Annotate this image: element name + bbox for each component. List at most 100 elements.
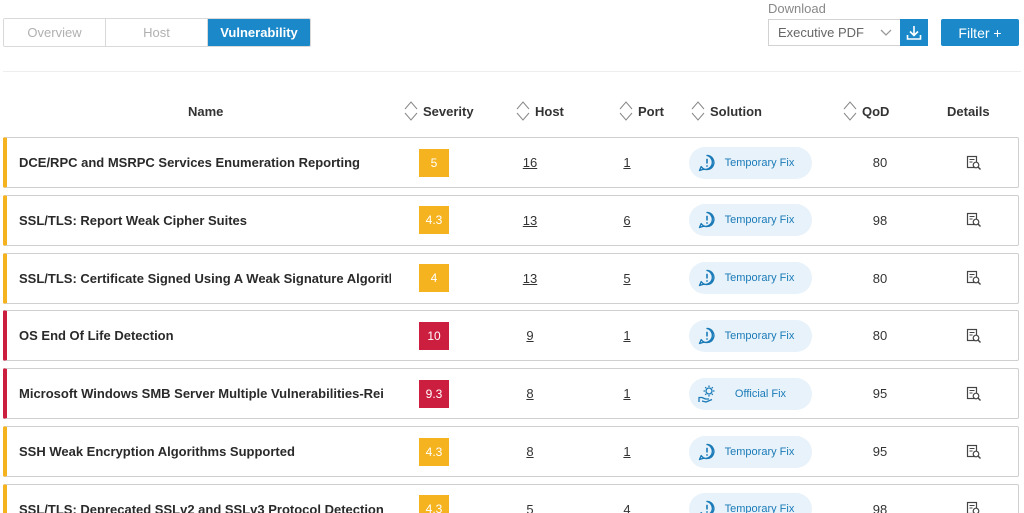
vulnerability-name[interactable]: OS End Of Life Detection	[19, 328, 174, 344]
download-button[interactable]	[900, 19, 928, 46]
qod-value: 98	[872, 212, 888, 228]
table-row[interactable]: SSH Weak Encryption Algorithms Supported…	[3, 426, 1019, 477]
host-count-link[interactable]: 13	[522, 270, 538, 286]
speech-bubble-icon	[697, 326, 717, 346]
solution-cell: Temporary Fix	[689, 254, 812, 303]
column-label: Solution	[710, 103, 762, 119]
column-header-port[interactable]: Port	[619, 98, 664, 124]
port-count-link[interactable]: 4	[623, 501, 631, 513]
port-count-link[interactable]: 1	[623, 155, 631, 170]
table-header: Name Severity Host Port Solution QoD Det…	[0, 98, 1024, 124]
solution-pill[interactable]: Temporary Fix	[689, 204, 812, 237]
solution-pill[interactable]: Temporary Fix	[689, 319, 812, 352]
details-icon	[966, 444, 981, 459]
severity-badge: 4.3	[419, 437, 449, 466]
severity-badge: 4	[419, 264, 449, 293]
vulnerability-name[interactable]: DCE/RPC and MSRPC Services Enumeration R…	[19, 155, 360, 170]
solution-label: Temporary Fix	[724, 156, 795, 169]
port-count-link[interactable]: 1	[623, 444, 631, 459]
port-count-link[interactable]: 5	[623, 270, 631, 286]
tab-vulnerability[interactable]: Vulnerability	[208, 19, 310, 46]
filter-button[interactable]: Filter +	[941, 19, 1019, 46]
solution-label: Temporary Fix	[724, 329, 795, 342]
vulnerability-name[interactable]: Microsoft Windows SMB Server Multiple Vu…	[19, 386, 384, 402]
severity-cell: 10	[419, 311, 449, 360]
vulnerability-name[interactable]: SSL/TLS: Report Weak Cipher Suites	[19, 212, 248, 228]
details-button[interactable]	[964, 196, 984, 245]
column-header-host[interactable]: Host	[516, 98, 564, 124]
solution-pill[interactable]: Temporary Fix	[689, 146, 812, 179]
table-row[interactable]: OS End Of Life Detection 10 9 1 Temporar…	[3, 310, 1019, 362]
solution-label: Temporary Fix	[724, 214, 795, 227]
solution-label: Temporary Fix	[724, 272, 795, 285]
column-label: Severity	[423, 103, 474, 119]
table-row[interactable]: SSL/TLS: Deprecated SSLv2 and SSLv3 Prot…	[3, 483, 1019, 513]
speech-bubble-icon	[697, 499, 717, 513]
view-tabs: Overview Host Vulnerability	[3, 18, 311, 47]
host-count-link[interactable]: 16	[522, 155, 538, 170]
qod-value: 80	[872, 270, 888, 286]
port-count-link[interactable]: 6	[623, 212, 631, 228]
sort-icon	[691, 101, 705, 121]
table-row[interactable]: SSL/TLS: Report Weak Cipher Suites 4.3 1…	[3, 194, 1019, 246]
solution-cell: Temporary Fix	[689, 196, 812, 245]
speech-bubble-icon	[697, 268, 717, 288]
host-count-link[interactable]: 8	[526, 444, 534, 459]
details-icon	[966, 155, 981, 170]
solution-label: Official Fix	[734, 387, 787, 400]
vulnerability-name[interactable]: SSL/TLS: Deprecated SSLv2 and SSLv3 Prot…	[19, 501, 384, 513]
details-button[interactable]	[964, 254, 984, 303]
tab-host[interactable]: Host	[106, 19, 208, 46]
column-header-details: Details	[947, 98, 990, 124]
solution-cell: Official Fix	[689, 369, 812, 418]
column-header-qod[interactable]: QoD	[843, 98, 889, 124]
details-icon	[966, 270, 981, 286]
details-button[interactable]	[964, 427, 984, 476]
solution-pill[interactable]: Temporary Fix	[689, 262, 812, 295]
table-row[interactable]: Microsoft Windows SMB Server Multiple Vu…	[3, 368, 1019, 420]
host-count-link[interactable]: 8	[526, 386, 534, 402]
host-count-link[interactable]: 9	[526, 328, 534, 344]
download-icon	[906, 25, 922, 40]
vulnerability-name[interactable]: SSL/TLS: Certificate Signed Using A Weak…	[19, 270, 391, 286]
qod-value: 98	[872, 501, 888, 513]
table-row[interactable]: DCE/RPC and MSRPC Services Enumeration R…	[3, 137, 1019, 188]
port-count-link[interactable]: 1	[623, 386, 631, 402]
details-button[interactable]	[964, 369, 984, 418]
column-header-name[interactable]: Name	[188, 98, 223, 124]
column-label: Details	[947, 103, 990, 119]
vulnerability-name[interactable]: SSH Weak Encryption Algorithms Supported	[19, 444, 295, 459]
qod-value: 80	[872, 155, 888, 170]
speech-bubble-icon	[697, 442, 717, 462]
severity-cell: 4.3	[419, 196, 449, 245]
download-label: Download	[768, 1, 826, 16]
sort-icon	[516, 101, 530, 121]
column-label: Name	[188, 103, 224, 119]
speech-bubble-icon	[697, 153, 717, 173]
solution-pill[interactable]: Temporary Fix	[689, 435, 812, 468]
solution-cell: Temporary Fix	[689, 138, 812, 187]
host-count-link[interactable]: 13	[522, 212, 538, 228]
table-row[interactable]: SSL/TLS: Certificate Signed Using A Weak…	[3, 252, 1019, 304]
solution-pill[interactable]: Official Fix	[689, 377, 812, 410]
details-icon	[966, 502, 980, 513]
sort-icon	[404, 101, 418, 121]
host-count-link[interactable]: 5	[526, 501, 534, 513]
details-button[interactable]	[964, 485, 984, 513]
download-format-select[interactable]: Executive PDF	[768, 19, 900, 46]
chevron-down-icon	[880, 29, 892, 36]
column-header-severity[interactable]: Severity	[404, 98, 474, 124]
gear-hand-icon	[697, 384, 719, 404]
qod-value: 80	[872, 328, 888, 344]
column-header-solution[interactable]: Solution	[691, 98, 762, 124]
tab-overview[interactable]: Overview	[4, 19, 106, 46]
sort-icon	[843, 101, 857, 121]
details-button[interactable]	[964, 138, 984, 187]
details-icon	[966, 328, 981, 343]
details-button[interactable]	[964, 311, 984, 360]
solution-label: Temporary Fix	[724, 445, 795, 458]
port-count-link[interactable]: 1	[623, 328, 631, 344]
severity-badge: 4.3	[419, 206, 449, 235]
header-divider	[3, 71, 1021, 72]
solution-pill[interactable]: Temporary Fix	[689, 493, 812, 513]
